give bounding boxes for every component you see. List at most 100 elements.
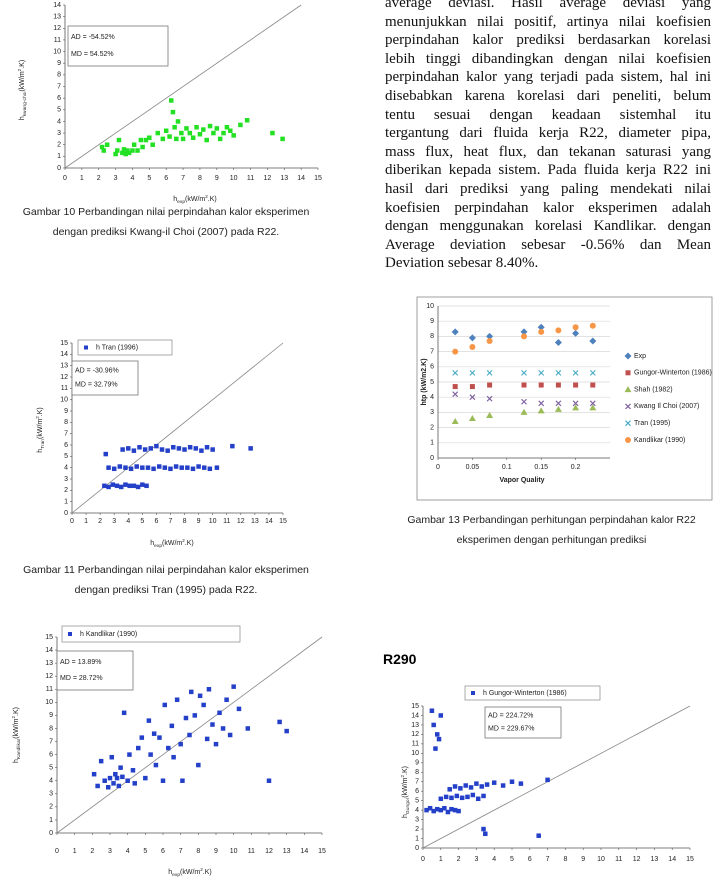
x-tick-label: 0.15 [534, 464, 548, 471]
point [128, 466, 134, 472]
annotation: AD = -54.52% [71, 34, 115, 41]
x-tick-label: 0 [70, 518, 74, 525]
label-part: h [13, 759, 20, 763]
point [151, 466, 156, 472]
y-tick-label: 9 [49, 712, 53, 719]
y-tick-label: 14 [411, 712, 419, 719]
y-tick-label: 4 [430, 394, 434, 401]
y-tick-label: 6 [64, 442, 68, 449]
point [126, 150, 132, 156]
legend-label: Exp [634, 353, 646, 360]
point [144, 483, 149, 489]
x-tick-label: 0.1 [502, 464, 512, 471]
x-tick-label: 1 [80, 175, 84, 182]
x-tick-label: 11 [223, 518, 230, 525]
x-tick-label: 6 [161, 848, 165, 855]
point [160, 778, 166, 783]
point [207, 466, 213, 472]
point [98, 758, 104, 764]
x-tick-label: 3 [112, 518, 116, 525]
label-part: 2 [11, 715, 16, 718]
point [143, 775, 148, 781]
point [238, 122, 243, 128]
point [210, 447, 215, 452]
y-tick-label: 1 [57, 153, 61, 160]
x-tick-label: 12 [265, 848, 273, 855]
point [451, 328, 459, 336]
y-tick-label: 4 [415, 807, 419, 814]
label-part: .K) [185, 540, 194, 547]
point [589, 404, 597, 411]
point [171, 754, 176, 760]
point [201, 465, 207, 470]
label-part: .K) [13, 707, 20, 716]
point [210, 722, 215, 727]
reference-line [422, 705, 691, 849]
x-tick-label: 2 [90, 848, 94, 855]
x-tick-label: 0 [421, 856, 425, 863]
point [277, 719, 282, 725]
point [159, 447, 165, 452]
x-tick-label: 3 [474, 856, 478, 863]
point [589, 400, 596, 407]
point [151, 731, 157, 736]
y-tick-label: 7 [415, 779, 419, 786]
y-tick-label: 14 [53, 2, 61, 9]
point [187, 732, 192, 738]
point [486, 369, 493, 376]
text-line: diberikan kepada sistem. Pada fluida ker… [385, 162, 711, 179]
point [107, 775, 113, 781]
y-tick-label: 9 [57, 60, 61, 67]
point [123, 482, 128, 487]
point [538, 369, 545, 376]
axis-label: hGungor(kW/m2.K) [400, 766, 411, 818]
point [537, 407, 545, 414]
x-tick-label: 11 [247, 175, 254, 182]
point [120, 774, 125, 780]
y-tick-label: 1 [430, 440, 434, 447]
label-part: exp [154, 544, 162, 549]
point [169, 723, 175, 729]
point [165, 448, 170, 453]
caption-line: Gambar 10 Perbandingan nilai perpindahan… [22, 206, 310, 218]
point [113, 771, 118, 777]
y-tick-label: 6 [49, 751, 53, 758]
axis-label: hexp(kW/m2.K) [150, 538, 194, 549]
annotation-box [56, 650, 134, 691]
point [469, 394, 476, 401]
point [171, 445, 176, 450]
point [452, 807, 458, 813]
x-tick-label: 1 [84, 518, 88, 525]
legend-label: Gungor-Winterton (1986) [634, 370, 712, 377]
point [102, 483, 107, 489]
point [125, 148, 130, 153]
x-tick-label: 3 [114, 175, 118, 182]
x-tick-label: 13 [251, 518, 259, 525]
x-tick-label: 7 [179, 848, 183, 855]
point [227, 732, 233, 738]
caption: Gambar 13 Perbandingan perhitungan perpi… [390, 510, 713, 550]
x-tick-label: 5 [140, 518, 144, 525]
axis-label: Vapor Quality [499, 477, 544, 484]
x-tick-label: 7 [169, 518, 173, 525]
x-tick-label: 12 [633, 856, 641, 863]
point [104, 142, 110, 147]
point [521, 398, 527, 405]
y-tick-label: 3 [57, 130, 61, 137]
y-tick-label: 0 [57, 165, 61, 172]
text-line: koefisien perpindahan kalor eksperimen a… [385, 199, 711, 216]
y-tick-label: 10 [426, 303, 434, 310]
point [573, 382, 579, 388]
point [197, 131, 203, 137]
text-line: disebabkan karena korelasi dari peneliti… [385, 87, 711, 104]
legend-label: Kandlikar (1990) [634, 437, 685, 444]
point [157, 735, 162, 740]
label-part: Kandlikar [16, 738, 22, 759]
point [454, 793, 460, 799]
x-tick-label: 5 [143, 848, 147, 855]
legend-box [464, 685, 601, 701]
text-line: Deviation sebesar 8.40%. [385, 255, 539, 272]
x-tick-label: 2 [98, 518, 102, 525]
point [452, 784, 458, 789]
point [142, 447, 148, 452]
